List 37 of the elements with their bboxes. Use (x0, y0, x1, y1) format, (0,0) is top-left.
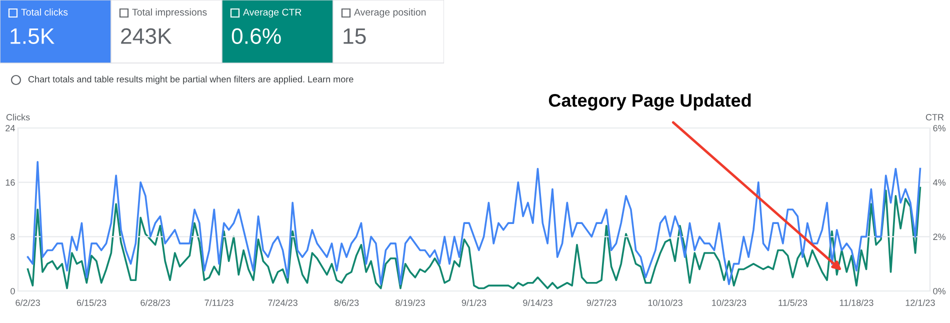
x-tick-label: 7/24/23 (268, 299, 298, 306)
text: Chart totals and table results might be partial when filters are applied. Learn more (28, 76, 354, 84)
x-tick-label: 11/18/23 (840, 299, 874, 306)
y-tick-label: 8 (10, 234, 15, 240)
y2-tick-label: 2% (933, 234, 946, 240)
y-axis-title: Clicks (6, 114, 30, 120)
y2-tick-label: 4% (932, 179, 946, 186)
category-label: Average position (354, 8, 426, 18)
x-tick-label: 6/15/23 (76, 299, 106, 306)
x-tick-label: 9/27/23 (586, 299, 616, 306)
y-tick-label: 0 (10, 288, 15, 294)
category-label: Total clicks (21, 8, 68, 16)
text: 0.6% (232, 28, 281, 44)
line-series (26, 186, 922, 290)
category-label: Total impressions (132, 8, 207, 18)
text: 1.5K (10, 28, 54, 44)
x-tick-label: 6/2/23 (16, 299, 40, 306)
x-tick-label: 10/10/23 (648, 299, 682, 306)
x-tick-label: 9/1/23 (462, 299, 486, 306)
x-tick-label: 12/1/23 (906, 299, 935, 306)
y-tick-label: 24 (6, 124, 15, 132)
text: 15 (344, 28, 366, 44)
y2-axis-title: CTR (926, 114, 944, 120)
category-label: Average CTR (243, 8, 302, 18)
text: 243K (121, 28, 172, 44)
line-series (26, 161, 922, 286)
x-tick-label: 10/23/23 (712, 299, 746, 306)
y2-tick-label: 0% (933, 288, 946, 294)
x-tick-label: 8/19/23 (396, 299, 425, 306)
annotation: Category Page Updated (548, 94, 751, 110)
y-tick-label: 16 (6, 179, 15, 186)
y2-tick-label: 6% (933, 124, 946, 132)
x-tick-label: 11/5/23 (778, 299, 808, 306)
x-tick-label: 9/14/23 (523, 299, 552, 306)
x-tick-label: 8/6/23 (334, 299, 359, 306)
x-tick-label: 7/11/23 (204, 299, 234, 306)
x-tick-label: 6/28/23 (140, 299, 170, 306)
